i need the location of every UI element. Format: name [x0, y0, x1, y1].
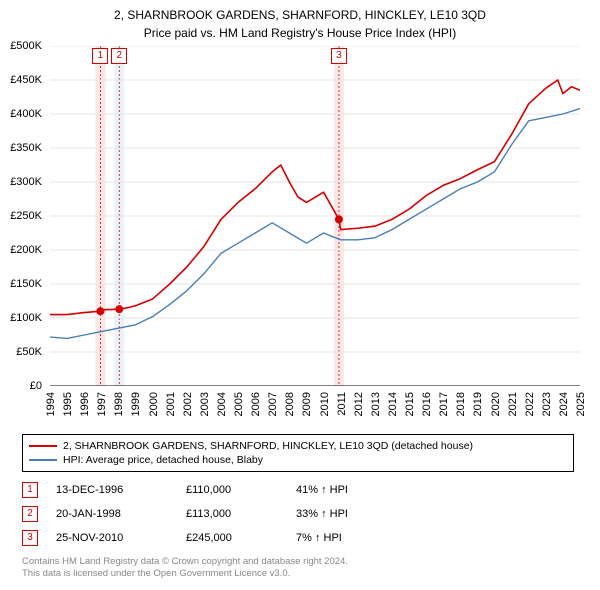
x-tick-label: 1999	[130, 392, 142, 416]
y-tick-label: £50K	[0, 346, 42, 358]
x-tick-label: 2012	[353, 392, 365, 416]
y-tick-label: £450K	[0, 74, 42, 86]
x-tick-label: 2022	[524, 392, 536, 416]
event-row-2: 2 20-JAN-1998 £113,000 33% ↑ HPI	[22, 502, 416, 526]
x-tick-label: 2020	[490, 392, 502, 416]
event-band-marker: 3	[331, 48, 347, 64]
footer-line-2: This data is licensed under the Open Gov…	[22, 568, 348, 580]
x-tick-label: 2023	[541, 392, 553, 416]
legend-box: 2, SHARNBROOK GARDENS, SHARNFORD, HINCKL…	[22, 434, 574, 472]
y-tick-label: £0	[0, 380, 42, 392]
x-tick-label: 2019	[472, 392, 484, 416]
x-tick-label: 1994	[45, 392, 57, 416]
event-pct-2: 33% ↑ HPI	[296, 508, 416, 520]
x-tick-label: 2010	[319, 392, 331, 416]
event-marker-box-2: 2	[22, 506, 38, 522]
chart-area: £0£50K£100K£150K£200K£250K£300K£350K£400…	[50, 46, 580, 386]
legend-label-hpi: HPI: Average price, detached house, Blab…	[63, 454, 263, 466]
y-tick-label: £150K	[0, 278, 42, 290]
x-tick-label: 2018	[455, 392, 467, 416]
x-tick-label: 1997	[96, 392, 108, 416]
chart-container: 2, SHARNBROOK GARDENS, SHARNFORD, HINCKL…	[0, 0, 600, 590]
event-marker-box-3: 3	[22, 530, 38, 546]
y-tick-label: £200K	[0, 244, 42, 256]
x-tick-label: 2024	[558, 392, 570, 416]
x-tick-label: 2005	[233, 392, 245, 416]
chart-subtitle: Price paid vs. HM Land Registry's House …	[0, 22, 600, 46]
y-tick-label: £400K	[0, 108, 42, 120]
event-marker-box-1: 1	[22, 482, 38, 498]
x-tick-label: 2017	[438, 392, 450, 416]
event-price-1: £110,000	[186, 484, 296, 496]
x-tick-label: 2003	[199, 392, 211, 416]
legend-item-property: 2, SHARNBROOK GARDENS, SHARNFORD, HINCKL…	[29, 439, 567, 453]
footer-line-1: Contains HM Land Registry data © Crown c…	[22, 556, 348, 568]
x-tick-label: 2004	[216, 392, 228, 416]
legend-item-hpi: HPI: Average price, detached house, Blab…	[29, 453, 567, 467]
x-tick-label: 1995	[62, 392, 74, 416]
y-tick-label: £500K	[0, 40, 42, 52]
x-tick-label: 2013	[370, 392, 382, 416]
legend-swatch-hpi	[29, 459, 57, 461]
event-row-3: 3 25-NOV-2010 £245,000 7% ↑ HPI	[22, 526, 416, 550]
chart-svg	[50, 46, 580, 386]
event-price-3: £245,000	[186, 532, 296, 544]
y-tick-label: £250K	[0, 210, 42, 222]
x-tick-label: 2001	[165, 392, 177, 416]
x-tick-label: 2016	[421, 392, 433, 416]
event-date-1: 13-DEC-1996	[56, 484, 186, 496]
legend-label-property: 2, SHARNBROOK GARDENS, SHARNFORD, HINCKL…	[63, 440, 473, 452]
x-tick-label: 2015	[404, 392, 416, 416]
y-tick-label: £100K	[0, 312, 42, 324]
y-tick-label: £300K	[0, 176, 42, 188]
x-tick-label: 2006	[250, 392, 262, 416]
event-row-1: 1 13-DEC-1996 £110,000 41% ↑ HPI	[22, 478, 416, 502]
x-tick-label: 2000	[148, 392, 160, 416]
x-tick-label: 1998	[113, 392, 125, 416]
x-tick-label: 2002	[182, 392, 194, 416]
x-tick-label: 2025	[575, 392, 587, 416]
event-pct-3: 7% ↑ HPI	[296, 532, 416, 544]
x-tick-label: 1996	[79, 392, 91, 416]
x-tick-label: 2014	[387, 392, 399, 416]
chart-title: 2, SHARNBROOK GARDENS, SHARNFORD, HINCKL…	[0, 0, 600, 22]
x-tick-label: 2011	[336, 392, 348, 416]
event-price-2: £113,000	[186, 508, 296, 520]
y-tick-label: £350K	[0, 142, 42, 154]
x-tick-label: 2021	[507, 392, 519, 416]
footer-attribution: Contains HM Land Registry data © Crown c…	[22, 556, 348, 581]
event-band-marker: 2	[111, 48, 127, 64]
x-tick-label: 2008	[284, 392, 296, 416]
event-pct-1: 41% ↑ HPI	[296, 484, 416, 496]
event-date-3: 25-NOV-2010	[56, 532, 186, 544]
event-band-marker: 1	[92, 48, 108, 64]
x-tick-label: 2009	[301, 392, 313, 416]
x-tick-label: 2007	[267, 392, 279, 416]
events-table: 1 13-DEC-1996 £110,000 41% ↑ HPI 2 20-JA…	[22, 478, 416, 550]
event-date-2: 20-JAN-1998	[56, 508, 186, 520]
legend-swatch-property	[29, 445, 57, 447]
